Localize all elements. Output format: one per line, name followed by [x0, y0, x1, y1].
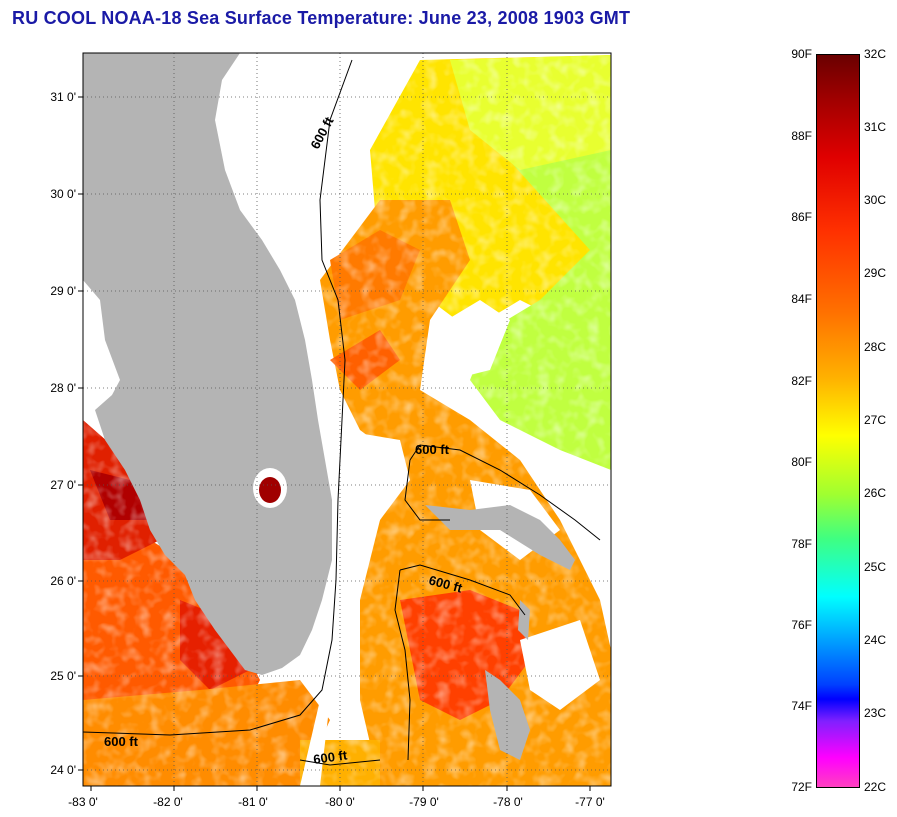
- fahrenheit-label: 84F: [791, 292, 812, 306]
- lon-tick-label: -81 0': [238, 795, 268, 809]
- lon-tick-label: -82 0': [153, 795, 183, 809]
- map-frame: [82, 52, 612, 787]
- lat-tick-label: 29 0': [50, 284, 76, 298]
- celsius-label: 28C: [864, 340, 887, 354]
- celsius-label: 22C: [864, 780, 887, 794]
- celsius-label: 32C: [864, 47, 887, 61]
- fahrenheit-label: 80F: [791, 455, 812, 469]
- fahrenheit-label: 78F: [791, 537, 812, 551]
- lat-tick-label: 25 0': [50, 669, 76, 683]
- depth-contour-600ft: [83, 59, 601, 766]
- fahrenheit-label: 72F: [791, 780, 812, 794]
- fahrenheit-label: 76F: [791, 618, 812, 632]
- lat-tick-label: 26 0': [50, 574, 76, 588]
- celsius-label: 30C: [864, 193, 887, 207]
- fahrenheit-label: 86F: [791, 210, 812, 224]
- lat-tick-label: 31 0': [50, 90, 76, 104]
- contour-label-600ft: 600 ft: [104, 734, 139, 749]
- celsius-label: 24C: [864, 633, 887, 647]
- lon-tick-label: -78 0': [493, 795, 523, 809]
- celsius-label: 26C: [864, 486, 887, 500]
- map-title: RU COOL NOAA-18 Sea Surface Temperature:…: [12, 8, 631, 28]
- florida-land: [83, 53, 332, 675]
- lon-tick-label: -80 0': [325, 795, 355, 809]
- lon-tick-label: -83 0': [68, 795, 98, 809]
- celsius-label: 31C: [864, 120, 887, 134]
- celsius-label: 29C: [864, 266, 887, 280]
- fahrenheit-label: 90F: [791, 47, 812, 61]
- lon-tick-label: -79 0': [409, 795, 439, 809]
- map-area: [83, 53, 611, 786]
- lat-tick-label: 24 0': [50, 763, 76, 777]
- fahrenheit-label: 88F: [791, 129, 812, 143]
- lat-lon-grid: [83, 53, 611, 786]
- celsius-label: 25C: [864, 560, 887, 574]
- bahamas-land: [425, 505, 575, 570]
- fahrenheit-label: 74F: [791, 699, 812, 713]
- lon-tick-label: -77 0': [575, 795, 605, 809]
- celsius-label: 27C: [864, 413, 887, 427]
- lat-tick-label: 28 0': [50, 381, 76, 395]
- lat-tick-label: 27 0': [50, 478, 76, 492]
- temperature-colorbar: [816, 54, 860, 788]
- fahrenheit-label: 82F: [791, 374, 812, 388]
- celsius-label: 23C: [864, 706, 887, 720]
- latitude-axis: 31 0' 30 0' 29 0' 28 0' 27 0' 26 0' 25 0…: [50, 90, 83, 777]
- lat-tick-label: 30 0': [50, 187, 76, 201]
- contour-label-600ft: 600 ft: [312, 747, 348, 767]
- contour-label-600ft: 600 ft: [415, 442, 450, 457]
- longitude-axis: -83 0' -82 0' -81 0' -80 0' -79 0' -78 0…: [68, 786, 605, 809]
